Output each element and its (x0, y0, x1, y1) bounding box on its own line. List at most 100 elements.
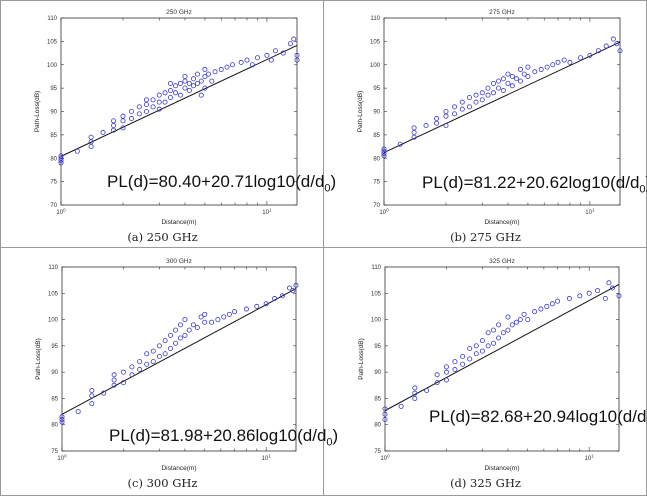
data-point (120, 125, 126, 131)
data-point (88, 134, 94, 140)
x-tick-label: 100 (57, 454, 67, 463)
data-point (434, 372, 440, 378)
data-point (156, 353, 162, 359)
data-point (517, 317, 523, 323)
data-point (202, 66, 208, 72)
data-point (58, 160, 64, 166)
data-point (412, 395, 418, 401)
data-point (443, 377, 449, 383)
y-tick-label: 80 (51, 423, 58, 429)
data-point (538, 66, 544, 72)
data-point (525, 317, 531, 323)
data-point (100, 130, 106, 136)
data-point (452, 367, 458, 373)
data-point (382, 416, 388, 422)
x-tick-label: 100 (380, 454, 390, 463)
caption-b: (b) 275 GHz (450, 230, 521, 244)
data-point (411, 134, 417, 140)
data-point (144, 361, 150, 367)
data-point (496, 78, 502, 84)
data-point (381, 146, 387, 152)
data-point (202, 85, 208, 91)
x-axis-label: Distance(m) (161, 465, 196, 472)
data-point (549, 301, 555, 307)
data-point (606, 280, 612, 286)
data-point (443, 364, 449, 370)
data-point (120, 380, 126, 386)
data-point (111, 123, 117, 129)
y-tick-label: 90 (51, 370, 58, 376)
data-point (500, 76, 506, 82)
plot-area (383, 17, 621, 206)
data-point (485, 330, 491, 336)
data-point (490, 90, 496, 96)
data-point (150, 359, 156, 365)
y-tick-label: 80 (50, 156, 57, 162)
data-point (173, 327, 179, 333)
y-tick-label: 75 (373, 180, 380, 186)
data-point (566, 296, 572, 302)
data-point (162, 338, 168, 344)
data-point (254, 303, 260, 309)
data-point (517, 66, 523, 72)
data-point (111, 127, 117, 133)
fit-line (384, 284, 620, 412)
data-point (150, 104, 156, 110)
data-point (254, 55, 260, 61)
data-point (229, 62, 235, 68)
data-point (156, 99, 162, 105)
data-point (459, 99, 465, 105)
data-point (577, 55, 583, 61)
data-point (129, 109, 135, 115)
data-point (452, 104, 458, 110)
path-loss-chart-325ghz: 325 GHz 75 80 85 90 95 100 105 110 100 101 Distance… (358, 258, 622, 472)
data-point (186, 87, 192, 93)
data-point (473, 99, 479, 105)
data-point (111, 118, 117, 124)
data-point (434, 380, 440, 386)
chart-panel-a: 250 GHz 70 75 80 85 90 95 100 105 110 100 101 Distan… (1, 1, 336, 247)
data-point (423, 123, 429, 129)
data-point (525, 64, 531, 70)
data-point (268, 57, 274, 63)
data-point (173, 83, 179, 89)
data-point (443, 369, 449, 375)
data-point (198, 92, 204, 98)
data-point (479, 97, 485, 103)
data-point (291, 36, 297, 42)
data-point (120, 113, 126, 119)
data-point (544, 64, 550, 70)
y-tick-label: 100 (371, 318, 382, 324)
data-point (567, 59, 573, 65)
fit-equation-250ghz: PL(d)=80.40+20.71log10(d/d0) (107, 172, 337, 195)
data-point (173, 340, 179, 346)
data-point (58, 158, 64, 164)
data-point (424, 388, 430, 394)
data-point (397, 141, 403, 147)
data-point (209, 78, 215, 84)
data-point (382, 411, 388, 417)
data-point (286, 285, 292, 291)
y-axis-label: Path-Loss(dB) (358, 338, 365, 380)
data-point (143, 97, 149, 103)
data-point (167, 87, 173, 93)
y-tick-label: 80 (373, 156, 380, 162)
y-tick-label: 75 (51, 449, 58, 455)
y-tick-label: 100 (48, 318, 59, 324)
data-point (616, 293, 622, 299)
data-point (466, 94, 472, 100)
data-point (186, 80, 192, 86)
caption-c: (c) 300 GHz (127, 476, 198, 490)
data-point (473, 351, 479, 357)
data-point (150, 348, 156, 354)
data-point (75, 409, 81, 415)
data-point (561, 57, 567, 63)
y-tick-label: 110 (47, 16, 57, 22)
data-point (198, 314, 204, 320)
data-point (509, 322, 515, 328)
y-tick-label: 85 (51, 396, 58, 402)
data-point (398, 403, 404, 409)
data-point (156, 92, 162, 98)
path-loss-chart-275ghz: 275 GHz 70 75 80 85 90 95 100 105 110 100 101 Distan… (357, 9, 623, 226)
data-point (505, 71, 511, 77)
